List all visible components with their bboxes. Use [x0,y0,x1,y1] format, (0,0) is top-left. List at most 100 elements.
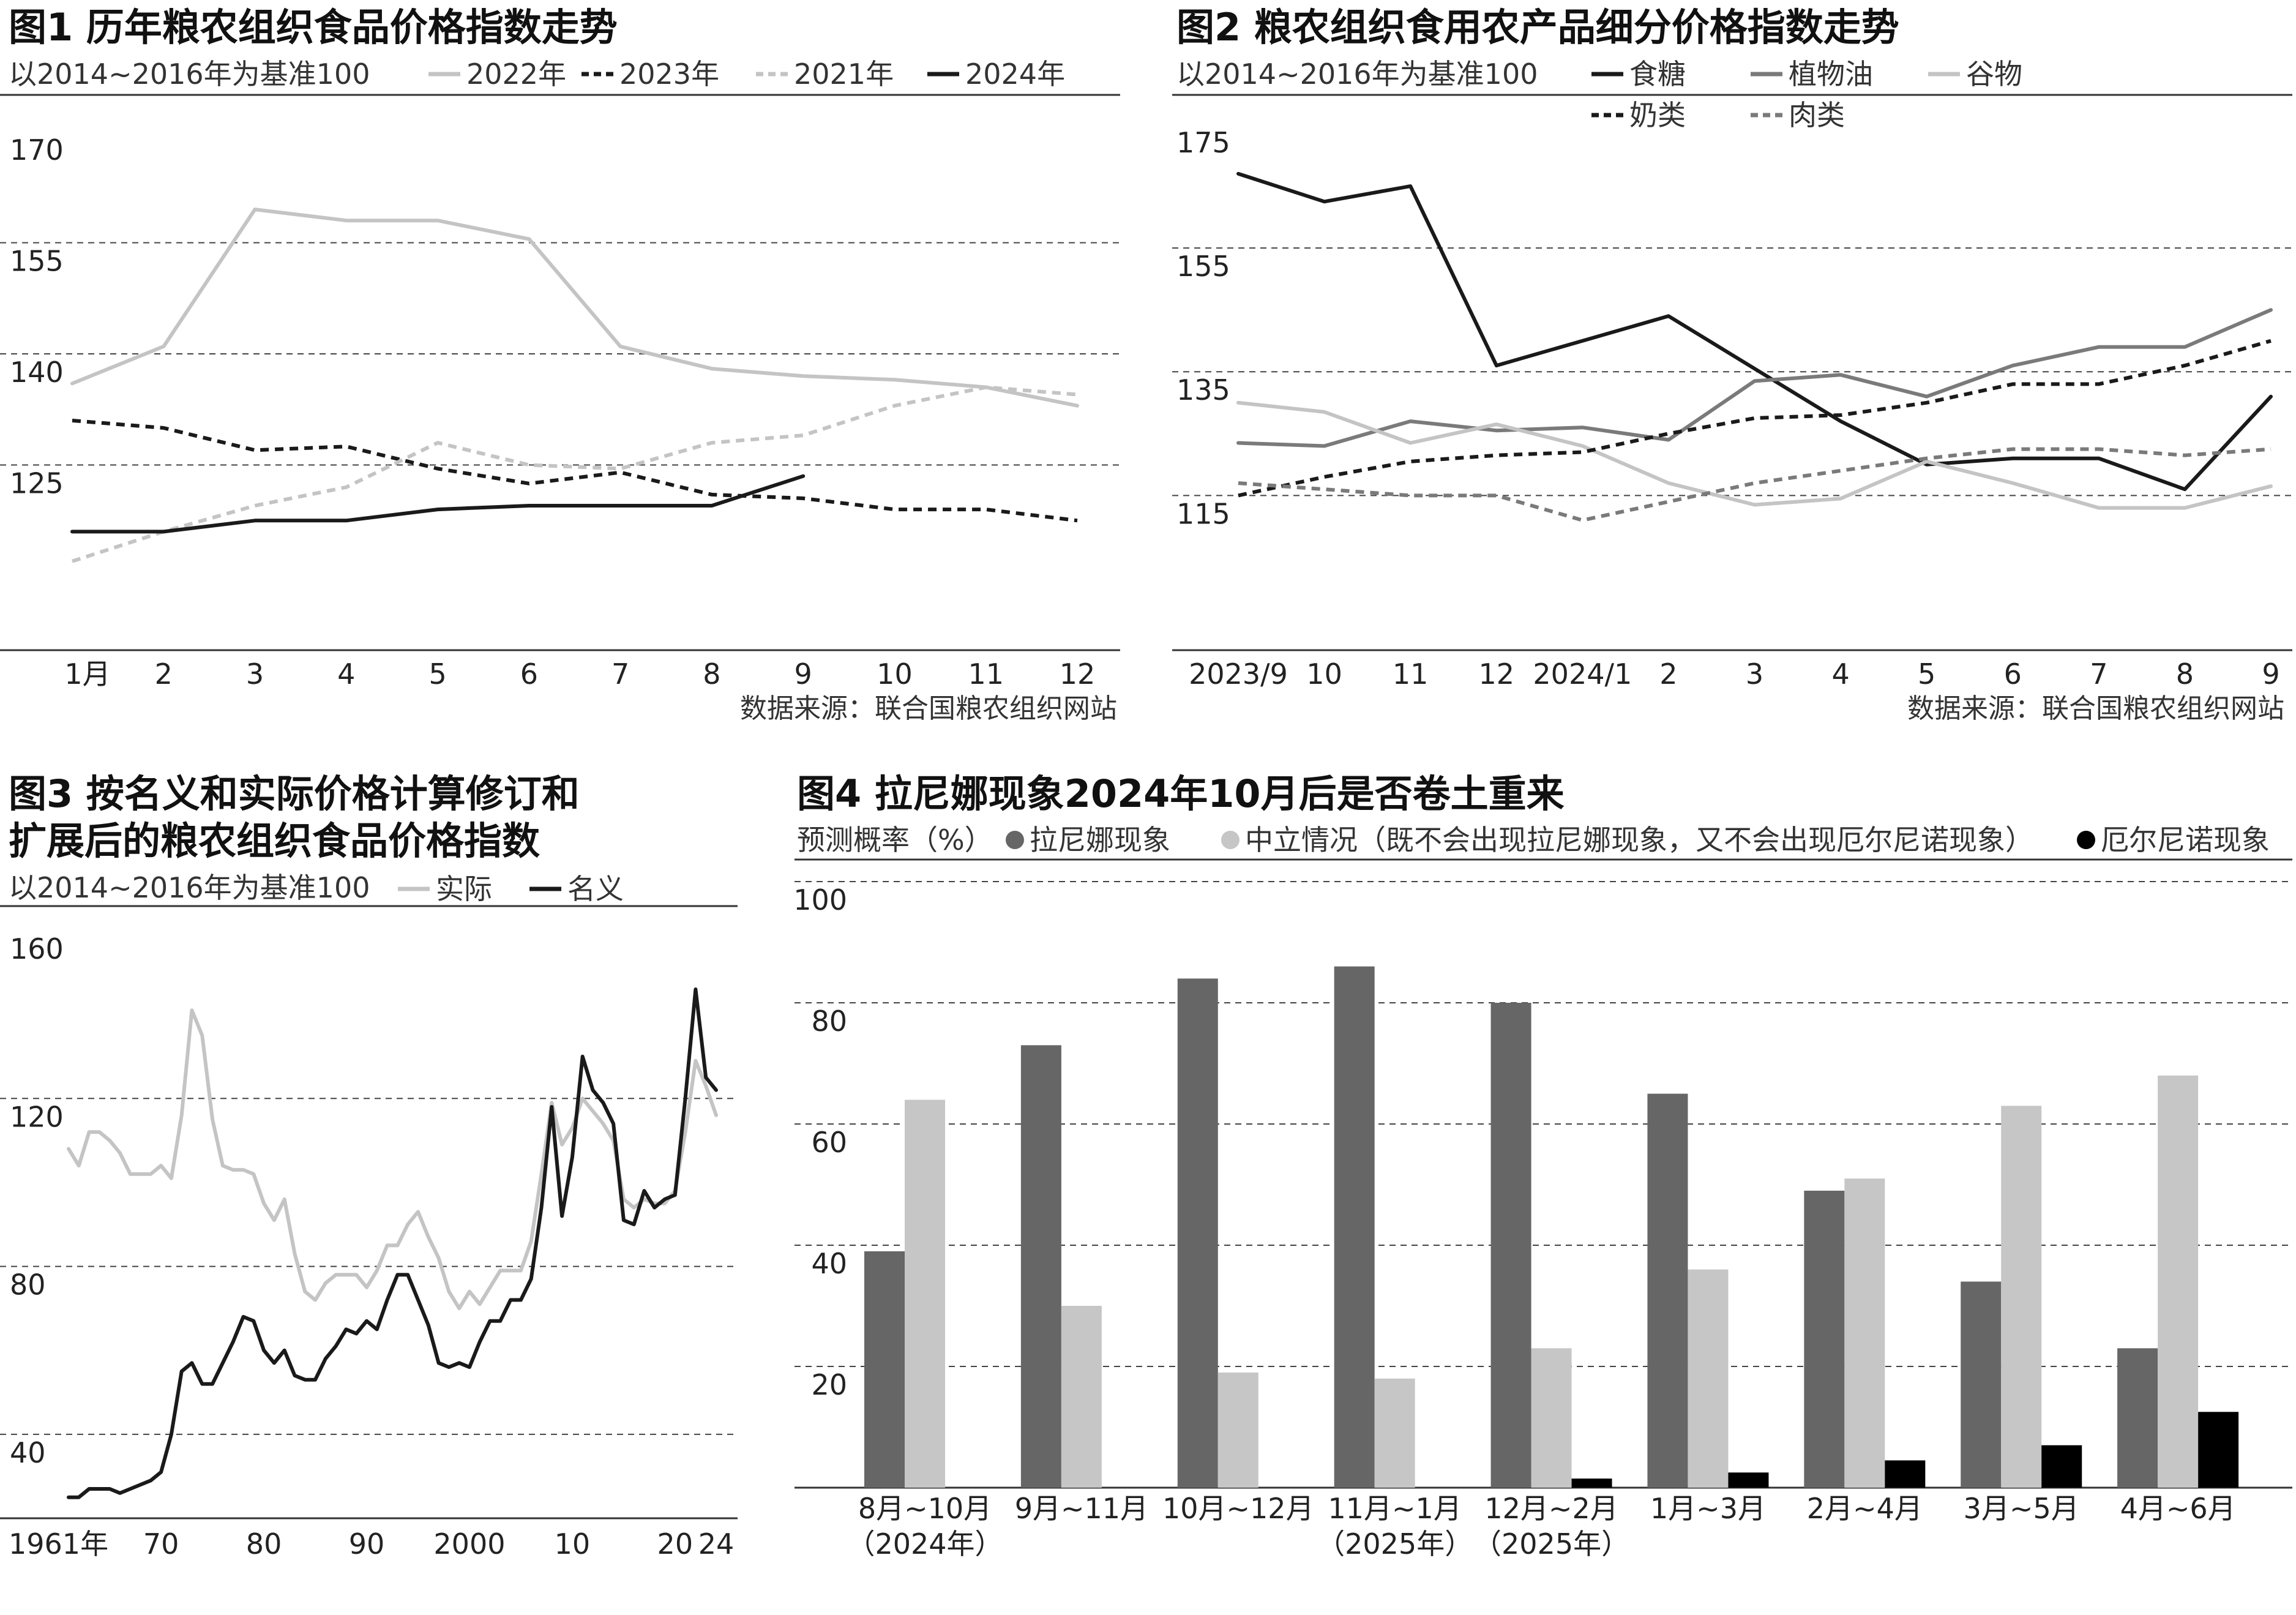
bar-2 [2041,1445,2082,1488]
chart-4-y-ticks: 20 40 60 80 100 [793,883,847,1401]
chart-4-subtitle: 预测概率（%） [797,823,993,856]
series-line-0 [1236,171,2273,492]
bar-0 [1490,1003,1531,1488]
legend-label-2: 厄尔尼诺现象 [2101,823,2270,856]
legend-label-1: 中立情况（既不会出现拉尼娜现象，又不会出现厄尔尼诺现象） [1245,823,2033,856]
x-tick-label: （2025年） [1473,1527,1629,1561]
legend-label-2: 谷物 [1966,58,2022,91]
chart-3-subtitle: 以2014~2016年为基准100 [9,871,370,904]
bar-0 [1961,1281,2002,1488]
x-tick-label: 1961年 [9,1527,108,1561]
bar-1 [1531,1348,1572,1488]
legend-label-1: 植物油 [1789,58,1873,91]
x-tick-label: 5 [428,658,446,691]
legend-dot-1 [1221,831,1240,849]
x-tick-label: 5 [1918,658,1935,691]
y-tick-label: 170 [10,133,64,167]
x-tick-label: 9 [795,658,812,691]
series-line-3 [70,474,806,534]
x-tick-label: 4月~6月 [2120,1492,2236,1525]
y-tick-label: 80 [811,1005,847,1038]
x-tick-label: 4 [337,658,355,691]
y-tick-label: 40 [811,1247,847,1280]
bar-1 [2001,1106,2042,1488]
bar-0 [1020,1045,1061,1488]
series-line-0 [70,208,1079,408]
bar-1 [1061,1306,1102,1488]
x-tick-label: 2 [155,658,173,691]
x-tick-label: 1月 [64,658,110,691]
y-tick-label: 155 [1176,250,1230,283]
series-line-2 [72,385,1078,563]
x-tick-label: 2 [1659,658,1677,691]
x-tick-label: 4 [1831,658,1849,691]
chart-1-title: 图1 历年粮农组织食品价格指数走势 [9,5,618,50]
x-tick-label: 10 [555,1527,591,1561]
x-tick-label: 10 [877,658,913,691]
legend-label-0: 2022年 [466,58,566,91]
chart-1-series [70,208,1079,563]
y-tick-label: 100 [793,883,847,916]
y-tick-label: 125 [10,467,64,500]
y-tick-label: 160 [10,932,64,965]
chart-2: 图2 粮农组织食用农产品细分价格指数走势 以2014~2016年为基准100 食… [1172,5,2292,724]
bar-1 [1374,1378,1415,1488]
x-tick-label: 3月~5月 [1964,1492,2079,1525]
bar-0 [1647,1093,1688,1488]
x-tick-label: 11 [968,658,1004,691]
series-line-1 [72,418,1078,523]
x-tick-label: 8 [703,658,720,691]
x-tick-label: 10 [1306,658,1342,691]
x-tick-label: 6 [2004,658,2022,691]
legend-label-3: 奶类 [1629,99,1686,132]
bar-1 [1688,1269,1729,1488]
legend-label-0: 食糖 [1629,58,1686,91]
x-tick-label: 6 [520,658,538,691]
x-tick-label: 2024/1 [1533,658,1632,691]
chart-4-legend: 拉尼娜现象 中立情况（既不会出现拉尼娜现象，又不会出现厄尔尼诺现象） 厄尔尼诺现象 [1006,823,2270,856]
y-tick-label: 155 [10,245,64,278]
chart-4: 图4 拉尼娜现象2024年10月后是否卷土重来 预测概率（%） 拉尼娜现象 中立情… [793,771,2292,1561]
x-tick-label: 1月~3月 [1650,1492,1766,1525]
chart-3-title-line-1: 图3 按名义和实际价格计算修订和 [9,771,580,816]
y-tick-label: 115 [1176,497,1230,530]
x-tick-label: 2000 [433,1527,505,1561]
x-tick-label: 9 [2262,658,2279,691]
bar-2 [1885,1460,1926,1488]
legend-label-2: 2021年 [794,58,894,91]
y-tick-label: 20 [811,1368,847,1401]
bar-0 [2117,1348,2158,1488]
bar-0 [1804,1190,1845,1488]
chart-1-legend: 2022年 2023年 2021年 2024年 [428,58,1065,91]
legend-label-4: 肉类 [1789,99,1845,132]
x-tick-label: 2023/9 [1189,658,1288,691]
x-tick-label: 12 [1060,658,1096,691]
chart-2-series [1236,171,2273,522]
chart-3-legend: 实际 名义 [398,872,624,905]
series-line-1 [67,987,718,1499]
y-tick-label: 175 [1176,126,1230,159]
bar-1 [1844,1178,1885,1488]
legend-label-3: 2024年 [965,58,1065,91]
chart-3-y-ticks: 40 80 120 160 [10,932,64,1469]
x-tick-label: 8 [2176,658,2194,691]
x-tick-label: 24 [698,1527,735,1561]
chart-3-gridlines [0,1098,738,1435]
chart-2-source: 数据来源：联合国粮农组织网站 [1907,693,2284,724]
bar-0 [1177,978,1218,1488]
x-tick-label: 8月~10月 [858,1492,992,1525]
x-tick-label: （2024年） [847,1527,1003,1561]
x-tick-label: 10月~12月 [1162,1492,1314,1525]
x-tick-label: 12 [1478,658,1514,691]
chart-4-gridlines [795,881,2292,1367]
chart-4-x-ticks: 8月~10月（2024年）9月~11月 10月~12月 11月~1月（2025年）1… [847,1492,2235,1561]
x-tick-label: 70 [143,1527,179,1561]
legend-dot-2 [2077,831,2095,849]
chart-4-title: 图4 拉尼娜现象2024年10月后是否卷土重来 [797,771,1565,816]
x-tick-label: 3 [1746,658,1763,691]
legend-dot-0 [1006,831,1024,849]
x-tick-label: 7 [2090,658,2107,691]
chart-3-x-ticks: 1961年 70 80 90 2000 10 20 24 [9,1527,734,1561]
legend-label-1: 2023年 [619,58,719,91]
